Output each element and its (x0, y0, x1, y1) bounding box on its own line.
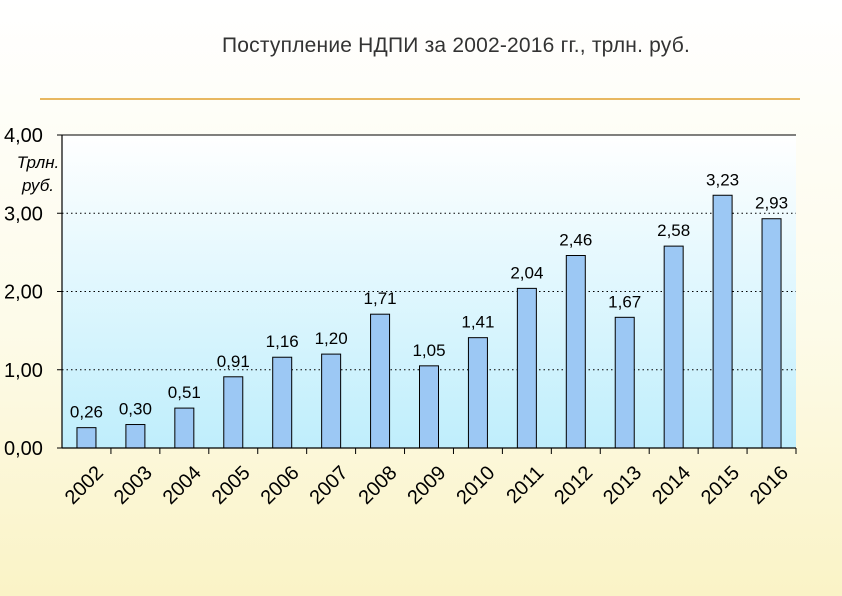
bar-2012 (565, 255, 586, 449)
y-unit-label-line: Трлн. (17, 153, 60, 172)
x-tick-label-2010: 2010 (452, 462, 499, 509)
x-tick-label-2003: 2003 (110, 462, 157, 509)
y-tick-label: 4,00 (4, 125, 43, 147)
x-tick-label-2011: 2011 (502, 462, 548, 508)
bar-2005 (223, 376, 244, 449)
x-tick-label-2013: 2013 (599, 462, 646, 509)
bar-2011 (516, 287, 537, 449)
gridlines (62, 212, 796, 371)
bar-2002 (76, 427, 97, 449)
data-label-2014: 2,58 (657, 221, 690, 240)
y-tick-label: 0,00 (4, 438, 43, 460)
x-tick-label-2012: 2012 (550, 462, 597, 509)
x-tick-label-2005: 2005 (208, 462, 255, 509)
data-label-2009: 1,05 (412, 341, 445, 360)
data-labels: 0,26 0,30 0,51 0,91 1,16 1,20 1,71 1,05 1,41 2,04… (70, 170, 788, 421)
x-tick-label-2002: 2002 (61, 462, 108, 509)
bar-2006 (272, 356, 293, 449)
axes (57, 134, 797, 454)
data-label-2007: 1,20 (315, 329, 348, 348)
data-label-2003: 0,30 (119, 400, 152, 419)
y-tick-labels: 0,00 1,00 2,00 3,00 4,00 (4, 125, 43, 460)
data-label-2002: 0,26 (70, 403, 103, 422)
title-divider (40, 98, 800, 100)
bar-2013 (614, 316, 635, 449)
bar-2008 (370, 313, 391, 449)
y-unit-label: Трлн. руб. (17, 153, 60, 195)
bar-2015 (712, 194, 733, 449)
y-tick-label: 3,00 (4, 203, 43, 225)
x-tick-labels: 2002 2003 2004 2005 2006 2007 2008 2009 2010 2011… (61, 462, 793, 509)
x-tick-label-2006: 2006 (257, 462, 304, 509)
x-tick-label-2004: 2004 (159, 462, 206, 509)
x-tick-label-2008: 2008 (354, 462, 401, 509)
bar-2010 (467, 337, 488, 449)
data-label-2010: 1,41 (461, 313, 494, 332)
x-tick-label-2014: 2014 (648, 462, 695, 509)
y-tick-label: 2,00 (4, 282, 43, 304)
y-tick-label: 1,00 (4, 360, 43, 382)
bar-2007 (321, 353, 342, 449)
bar-2004 (174, 407, 195, 449)
data-label-2011: 2,04 (510, 263, 543, 282)
data-label-2016: 2,93 (755, 194, 788, 213)
bar-2009 (419, 365, 439, 449)
bar-2014 (663, 245, 684, 449)
bar-2003 (125, 424, 146, 449)
x-tick-label-2016: 2016 (746, 462, 793, 509)
x-tick-label-2009: 2009 (403, 462, 450, 509)
data-label-2015: 3,23 (706, 170, 739, 189)
page-title: Поступление НДПИ за 2002-2016 гг., трлн.… (222, 34, 690, 57)
data-label-2005: 0,91 (217, 352, 250, 371)
data-label-2013: 1,67 (608, 292, 641, 311)
x-tick-label-2007: 2007 (306, 462, 353, 509)
data-label-2008: 1,71 (364, 289, 397, 308)
data-label-2006: 1,16 (266, 332, 299, 351)
y-unit-label-line: руб. (21, 176, 54, 195)
x-tick-label-2015: 2015 (697, 462, 744, 509)
bar-2016 (761, 218, 782, 449)
data-label-2004: 0,51 (168, 383, 201, 402)
data-label-2012: 2,46 (559, 231, 592, 250)
